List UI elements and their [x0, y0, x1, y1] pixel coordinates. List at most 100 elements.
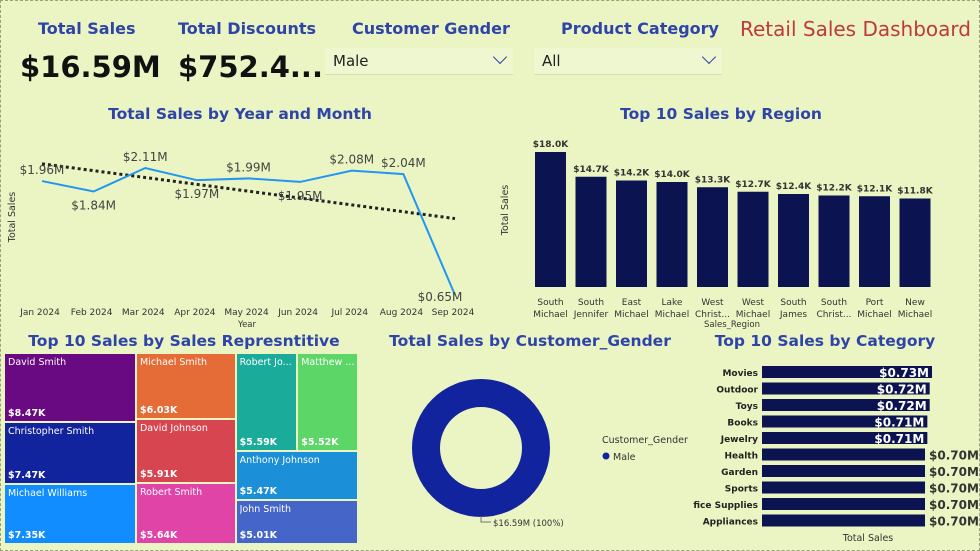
treemap-title: Top 10 Sales by Sales Represntitive — [28, 332, 340, 350]
region-x-tick-label: Port — [866, 298, 884, 308]
treemap-cell-value: $7.47K — [8, 469, 46, 481]
treemap-cell-value: $5.47K — [239, 485, 278, 497]
category-bar-chart[interactable]: Movies $0.73M Outdoor $0.72M Toys $0.72M Books… — [690, 355, 978, 547]
kpi-total-sales-title: Total Sales — [38, 19, 136, 38]
category-y-tick-label: Books — [727, 419, 758, 429]
category-y-tick-label: Movies — [722, 369, 758, 379]
treemap-cell-name: David Smith — [8, 357, 67, 368]
gender-slicer-value: Male — [333, 52, 369, 70]
category-slicer-title: Product Category — [561, 19, 719, 38]
line-data-label: $1.95M — [278, 189, 323, 203]
line-data-label: $2.11M — [123, 150, 168, 164]
treemap-cell-name: Matthew ... — [301, 357, 355, 368]
sales-rep-treemap[interactable]: David Smith $8.47K Christopher Smith $7.47K… — [4, 353, 358, 544]
treemap-cell-value: $5.64K — [139, 529, 178, 541]
treemap-cell[interactable]: Robert Jo... $5.59K — [235, 353, 298, 452]
category-bar — [762, 481, 926, 494]
region-x-tick-label: South — [537, 298, 563, 308]
category-y-tick-label: fice Supplies — [693, 501, 758, 511]
region-x-tick-label: Christ... — [695, 310, 730, 320]
line-x-axis-label: Year — [237, 320, 257, 330]
region-bar — [616, 180, 647, 287]
line-data-label: $0.65M — [418, 290, 463, 304]
category-bar — [762, 448, 926, 461]
region-data-label: $11.8K — [897, 187, 933, 197]
category-y-tick-label: Garden — [721, 468, 758, 478]
chevron-down-icon — [492, 49, 508, 65]
category-slicer-dropdown[interactable]: All — [534, 48, 722, 75]
line-x-tick-label: Feb 2024 — [71, 308, 113, 318]
treemap-cell-value: $5.91K — [139, 468, 178, 480]
category-data-label: $0.70M — [929, 465, 978, 479]
chevron-down-icon — [701, 49, 717, 65]
region-x-tick-label: South — [578, 298, 604, 308]
treemap-cell-name: Robert Smith — [139, 486, 203, 498]
line-chart-title: Total Sales by Year and Month — [108, 105, 372, 123]
line-x-tick-label: Aug 2024 — [380, 308, 424, 318]
line-x-tick-label: Apr 2024 — [174, 308, 216, 318]
category-data-label: $0.70M — [929, 515, 978, 529]
region-bar — [697, 187, 728, 287]
region-x-tick-label: Michael — [533, 310, 567, 320]
region-x-tick-label: James — [779, 310, 807, 320]
line-data-label: $1.97M — [175, 187, 220, 201]
treemap-cell[interactable]: Matthew ... $5.52K — [297, 353, 358, 452]
gender-slicer-title: Customer Gender — [352, 19, 510, 38]
donut-data-label: $16.59M (100%) — [493, 519, 564, 529]
category-data-label: $0.71M — [874, 432, 924, 446]
treemap-cell[interactable]: David Johnson $5.91K — [135, 418, 236, 483]
treemap-cell-name: Christopher Smith — [8, 426, 95, 438]
region-data-label: $18.0K — [533, 140, 569, 150]
category-bar — [762, 498, 926, 510]
region-x-tick-label: Michael — [898, 310, 932, 320]
donut-legend-entry: Male — [613, 452, 636, 463]
category-slicer-value: All — [542, 52, 561, 70]
region-x-tick-label: Michael — [614, 310, 648, 320]
region-bar — [737, 191, 769, 287]
category-data-label: $0.72M — [877, 383, 927, 397]
region-data-label: $14.0K — [654, 170, 690, 180]
treemap-cell[interactable]: Anthony Johnson $5.47K — [235, 451, 358, 500]
gender-donut-chart[interactable]: $16.59M (100%) Customer_Gender Male — [395, 350, 715, 545]
category-bar — [762, 399, 930, 411]
treemap-cell-name: Robert Jo... — [239, 357, 292, 368]
kpi-total-sales-value: $16.59M — [20, 50, 161, 84]
region-data-label: $13.3K — [695, 175, 731, 185]
category-data-label: $0.72M — [877, 399, 927, 413]
line-x-tick-label: May 2024 — [224, 308, 269, 318]
line-chart[interactable]: Total Sales $1.96M Jan 2024 $1.84M Feb 2024 $… — [0, 125, 490, 335]
region-x-tick-label: Michael — [857, 310, 891, 320]
category-y-tick-label: Jewelry — [720, 435, 758, 445]
line-data-label: $1.84M — [71, 198, 116, 212]
category-chart-title: Top 10 Sales by Category — [714, 332, 936, 350]
kpi-total-discounts-value: $752.4... — [178, 50, 323, 84]
region-data-label: $12.1K — [857, 184, 893, 194]
line-y-axis-label: Total Sales — [7, 192, 18, 244]
treemap-cell[interactable]: John Smith $5.01K — [235, 499, 358, 544]
treemap-cell[interactable]: Michael Williams $7.35K — [4, 483, 136, 544]
category-data-label: $0.70M — [929, 482, 978, 496]
region-bar — [899, 198, 931, 287]
category-y-tick-label: Toys — [736, 402, 758, 412]
treemap-cell[interactable]: David Smith $8.47K — [4, 353, 136, 423]
region-data-label: $12.7K — [735, 180, 771, 190]
category-bar — [762, 465, 926, 477]
treemap-cell[interactable]: Michael Smith $6.03K — [135, 353, 236, 419]
treemap-cell[interactable]: Robert Smith $5.64K — [135, 482, 236, 544]
category-y-tick-label: Appliances — [703, 518, 758, 528]
region-x-tick-label: East — [622, 298, 642, 308]
region-bar-chart[interactable]: Total Sales $18.0K South Michael $14.7K South… — [495, 125, 945, 335]
region-x-tick-label: Michael — [736, 310, 770, 320]
region-x-tick-label: Michael — [655, 310, 689, 320]
donut-slice — [412, 379, 550, 517]
category-y-tick-label: Outdoor — [716, 386, 758, 396]
region-x-tick-label: Lake — [662, 298, 683, 308]
treemap-cell-value: $5.59K — [239, 437, 278, 449]
category-y-tick-label: Sports — [725, 485, 758, 495]
line-x-tick-label: Jul 2024 — [330, 308, 368, 318]
gender-slicer-dropdown[interactable]: Male — [325, 48, 513, 75]
category-data-label: $0.70M — [929, 498, 978, 512]
treemap-cell[interactable]: Christopher Smith $7.47K — [4, 422, 136, 484]
region-bar — [818, 195, 850, 287]
treemap-cell-name: John Smith — [239, 503, 291, 515]
